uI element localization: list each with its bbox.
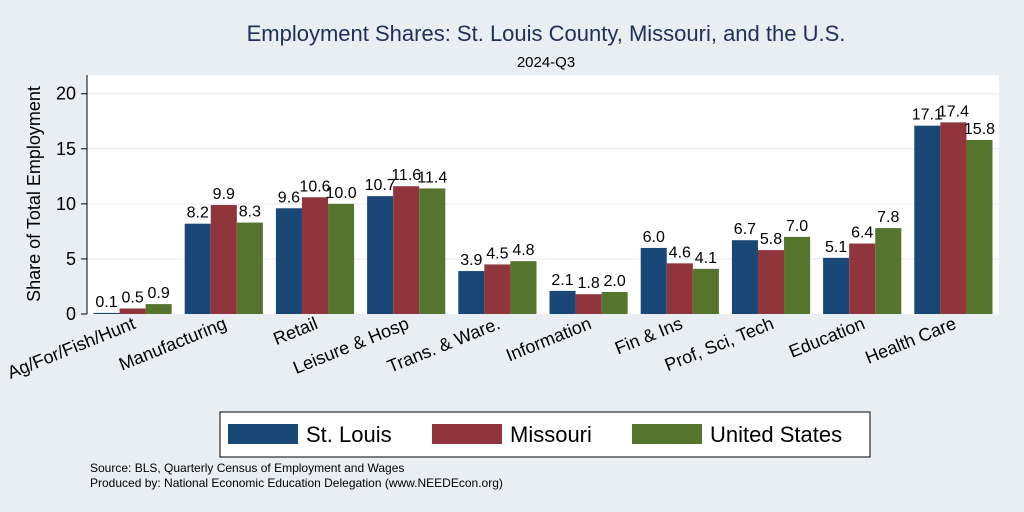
bar-united-states-6 <box>692 268 719 314</box>
bar-missouri-4 <box>484 264 511 314</box>
legend-box <box>219 411 871 458</box>
legend-swatch-united-states <box>632 424 702 444</box>
legend-entries: St. Louis Missouri United States <box>228 422 842 447</box>
data-label: 9.9 <box>213 186 235 203</box>
bar-st-louis-3 <box>367 196 394 314</box>
bar-st-louis-1 <box>184 223 211 314</box>
bar-united-states-3 <box>419 188 446 314</box>
data-label: 8.3 <box>239 204 261 221</box>
bar-st-louis-0 <box>93 312 120 314</box>
legend-label: St. Louis <box>306 422 392 447</box>
data-label: 8.2 <box>187 205 209 222</box>
y-tick-label: 20 <box>56 84 76 104</box>
bar-missouri-2 <box>301 197 329 314</box>
data-label: 4.8 <box>512 242 534 259</box>
data-label: 0.1 <box>95 294 117 311</box>
data-label: 4.5 <box>486 245 508 262</box>
data-label: 15.8 <box>964 121 995 138</box>
bar-missouri-9 <box>940 122 967 315</box>
legend-swatch-missouri <box>432 424 502 444</box>
bar-united-states-5 <box>601 291 628 314</box>
bar-missouri-1 <box>210 204 237 314</box>
data-label: 6.0 <box>643 229 665 246</box>
bar-st-louis-6 <box>640 247 667 314</box>
chart-subtitle: 2024-Q3 <box>517 54 575 71</box>
bar-st-louis-2 <box>275 208 302 314</box>
data-label: 11.4 <box>417 169 447 186</box>
bar-united-states-7 <box>784 236 811 314</box>
y-tick-label: 15 <box>56 139 76 159</box>
bar-united-states-1 <box>236 222 263 314</box>
data-label: 9.6 <box>278 189 300 206</box>
bar-missouri-7 <box>757 250 785 314</box>
bar-st-louis-7 <box>731 240 758 314</box>
data-label: 2.1 <box>551 272 573 289</box>
y-tick-label: 10 <box>56 194 76 214</box>
bar-missouri-0 <box>119 308 146 314</box>
bar-missouri-6 <box>666 263 693 314</box>
legend-label: United States <box>710 422 842 447</box>
produced-by-note: Produced by: National Economic Education… <box>90 476 503 490</box>
data-label: 6.4 <box>851 225 873 242</box>
data-label: 7.8 <box>877 209 899 226</box>
data-label: 4.6 <box>669 244 691 261</box>
data-label: 10.6 <box>299 178 330 195</box>
bar-st-louis-8 <box>823 257 850 314</box>
y-tick-label: 0 <box>66 304 76 324</box>
data-label: 2.0 <box>604 273 626 290</box>
data-label: 5.1 <box>825 239 847 256</box>
chart-title: Employment Shares: St. Louis County, Mis… <box>247 21 846 46</box>
data-label: 17.1 <box>912 107 943 124</box>
bars <box>93 122 993 315</box>
data-label: 0.9 <box>148 285 170 302</box>
data-label: 5.8 <box>760 231 782 248</box>
bar-united-states-8 <box>875 228 902 314</box>
data-label: 17.4 <box>938 103 969 120</box>
data-labels: 0.1 0.5 0.9 8.29.98.3 9.610.610.0 10.711.611.… <box>95 103 995 311</box>
bar-missouri-5 <box>575 294 602 314</box>
bar-united-states-0 <box>145 304 172 314</box>
bar-st-louis-5 <box>549 290 576 314</box>
data-label: 6.7 <box>734 221 756 238</box>
y-tick-label: 5 <box>66 249 76 269</box>
data-label: 11.6 <box>391 167 421 184</box>
y-axis-ticks: 0 5 10 15 20 <box>56 84 87 324</box>
data-label: 1.8 <box>577 275 599 292</box>
bar-missouri-8 <box>849 243 876 314</box>
data-label: 0.5 <box>121 289 143 306</box>
y-axis-title: Share of Total Employment <box>24 86 44 302</box>
data-label: 10.0 <box>325 185 356 202</box>
data-label: 10.7 <box>365 177 396 194</box>
data-label: 7.0 <box>786 218 808 235</box>
data-label: 4.1 <box>695 250 717 267</box>
bar-st-louis-9 <box>914 125 941 314</box>
source-note: Source: BLS, Quarterly Census of Employm… <box>90 461 404 475</box>
bar-united-states-9 <box>966 139 993 314</box>
bar-st-louis-4 <box>458 271 485 314</box>
bar-united-states-2 <box>328 203 355 314</box>
legend-swatch-st-louis <box>228 424 298 444</box>
legend-label: Missouri <box>510 422 592 447</box>
bar-united-states-4 <box>510 261 537 314</box>
legend: St. Louis Missouri United States <box>219 411 871 458</box>
bar-missouri-3 <box>393 186 420 314</box>
data-label: 3.9 <box>460 252 482 269</box>
